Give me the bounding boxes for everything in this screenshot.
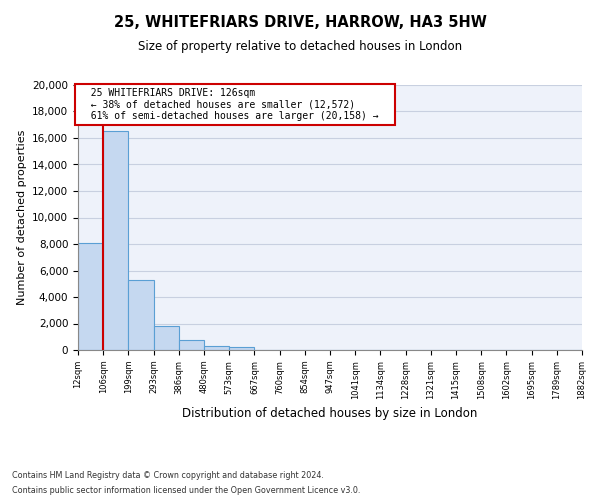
Bar xyxy=(204,346,229,350)
Bar xyxy=(78,242,103,350)
Y-axis label: Number of detached properties: Number of detached properties xyxy=(17,130,26,305)
Bar xyxy=(229,348,254,350)
Bar xyxy=(179,340,204,350)
Bar xyxy=(128,280,154,350)
Text: 25, WHITEFRIARS DRIVE, HARROW, HA3 5HW: 25, WHITEFRIARS DRIVE, HARROW, HA3 5HW xyxy=(113,15,487,30)
Text: 25 WHITEFRIARS DRIVE: 126sqm
  ← 38% of detached houses are smaller (12,572)
  6: 25 WHITEFRIARS DRIVE: 126sqm ← 38% of de… xyxy=(79,88,391,121)
X-axis label: Distribution of detached houses by size in London: Distribution of detached houses by size … xyxy=(182,407,478,420)
Bar xyxy=(154,326,179,350)
Text: Size of property relative to detached houses in London: Size of property relative to detached ho… xyxy=(138,40,462,53)
Text: Contains public sector information licensed under the Open Government Licence v3: Contains public sector information licen… xyxy=(12,486,361,495)
Bar xyxy=(103,132,128,350)
Text: Contains HM Land Registry data © Crown copyright and database right 2024.: Contains HM Land Registry data © Crown c… xyxy=(12,471,324,480)
